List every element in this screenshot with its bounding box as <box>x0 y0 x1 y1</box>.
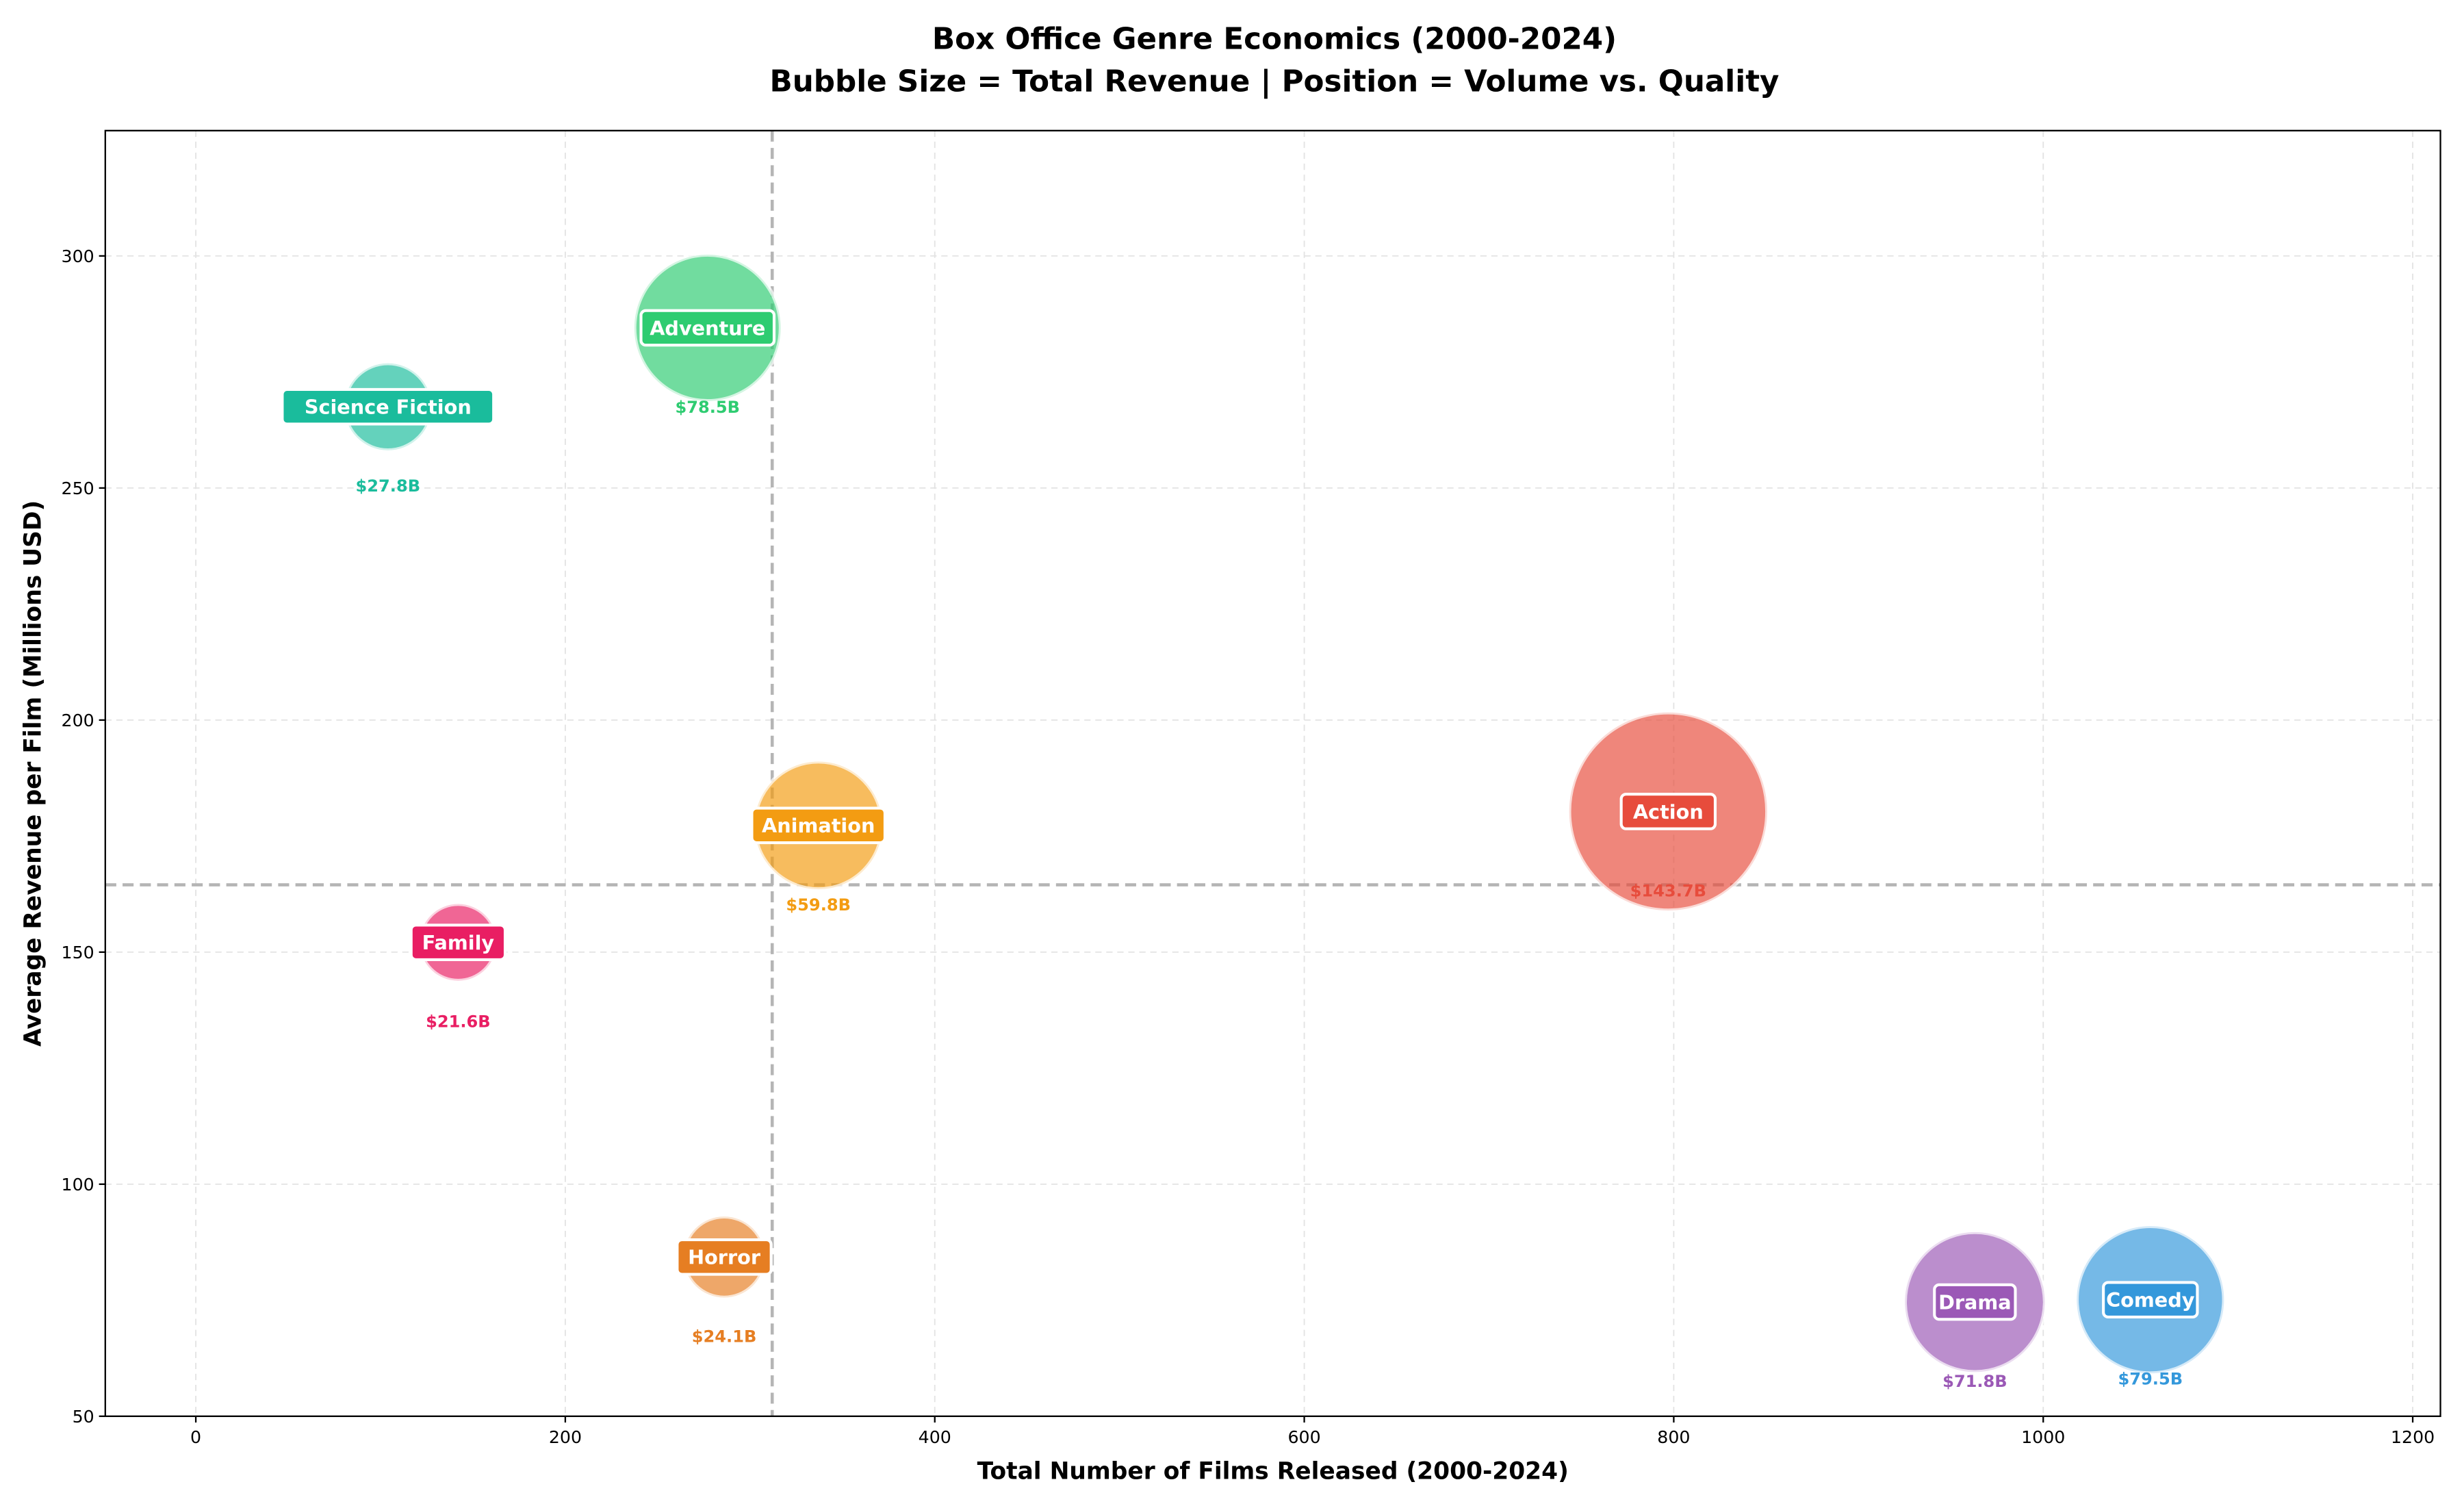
x-tick-label: 400 <box>919 1427 951 1447</box>
x-axis-label: Total Number of Films Released (2000-202… <box>977 1458 1569 1485</box>
genre-label: Horror <box>676 1238 773 1276</box>
genre-label-text: Drama <box>1938 1290 2012 1314</box>
genre-label: Adventure <box>639 309 776 347</box>
revenue-label: $78.5B <box>675 398 740 417</box>
genre-label-box <box>639 309 776 347</box>
y-tick-label: 100 <box>62 1175 94 1195</box>
y-tick-label: 300 <box>62 246 94 266</box>
genre-label-text: Action <box>1633 800 1704 824</box>
x-tick-label: 600 <box>1287 1427 1320 1447</box>
revenue-label: $27.8B <box>356 476 421 496</box>
genre-label-text: Family <box>422 931 495 954</box>
y-axis-label: Average Revenue per Film (Millions USD) <box>20 500 47 1047</box>
chart-title: Box Office Genre Economics (2000-2024) <box>932 22 1617 56</box>
revenue-label: $79.5B <box>2118 1370 2183 1389</box>
genre-label-text: Animation <box>762 814 875 837</box>
genre-label-box <box>2102 1281 2199 1319</box>
plot-frame <box>104 129 2441 1418</box>
revenue-label: $71.8B <box>1942 1372 2007 1391</box>
genre-label: Science Fiction <box>281 387 496 426</box>
x-tick-label: 1000 <box>2021 1427 2065 1447</box>
revenue-label: $59.8B <box>786 895 851 915</box>
genre-label-box <box>676 1238 773 1276</box>
genre-label: Action <box>1619 793 1717 830</box>
x-tick-label: 800 <box>1657 1427 1690 1447</box>
genre-label-box <box>409 923 507 961</box>
genre-label-text: Science Fiction <box>305 396 472 419</box>
y-tick-label: 250 <box>62 478 94 498</box>
genre-label-text: Comedy <box>2106 1288 2195 1312</box>
revenue-label: $143.7B <box>1630 881 1706 900</box>
y-tick-label: 50 <box>73 1407 94 1427</box>
genre-label-text: Horror <box>688 1246 761 1269</box>
bubbles: Science Fiction $27.8B Adventure $78.5B Anim… <box>281 253 2226 1391</box>
genre-label-box <box>750 806 886 845</box>
genre-label-box <box>1619 793 1717 830</box>
genre-label: Animation <box>750 806 886 845</box>
genre-label: Comedy <box>2102 1281 2199 1319</box>
genre-label-text: Adventure <box>650 316 765 340</box>
ticks: 0 200 400 600 800 1000 1200 50 100 150 200 250 300 <box>62 246 2435 1447</box>
genre-label-box <box>1933 1283 2017 1321</box>
revenue-label: $24.1B <box>692 1327 757 1346</box>
genre-label: Drama <box>1933 1283 2017 1321</box>
x-tick-label: 0 <box>190 1427 201 1447</box>
revenue-label: $21.6B <box>426 1012 491 1032</box>
y-tick-label: 200 <box>62 711 94 730</box>
x-tick-label: 200 <box>549 1427 582 1447</box>
chart-subtitle: Bubble Size = Total Revenue | Position =… <box>769 64 1779 99</box>
genre-label: Family <box>409 923 507 961</box>
genre-label-box <box>281 387 496 426</box>
y-tick-label: 150 <box>62 943 94 962</box>
x-tick-label: 1200 <box>2391 1427 2435 1447</box>
